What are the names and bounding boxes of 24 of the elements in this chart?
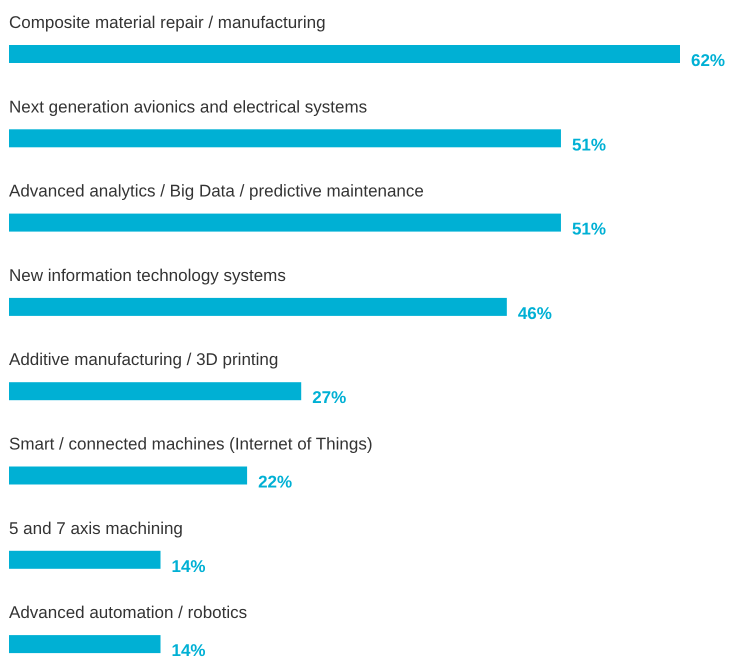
bar (9, 214, 561, 232)
data-label: 46% (518, 304, 552, 323)
y-tick-label: Smart / connected machines (Internet of Things) (9, 434, 372, 454)
data-label: 62% (691, 51, 726, 70)
y-tick-label: Composite material repair / manufacturing (9, 13, 326, 32)
data-label: 51% (572, 135, 606, 154)
data-label: 51% (572, 220, 606, 239)
bar (9, 129, 561, 148)
data-label: 14% (172, 556, 206, 576)
y-tick-label: Advanced analytics / Big Data / predictive maintenance (9, 182, 424, 201)
y-tick-label: 5 and 7 axis machining (9, 518, 183, 538)
bar (9, 382, 302, 400)
y-tick-label: Advanced automation / robotics (9, 603, 248, 622)
y-tick-label: Additive manufacturing / 3D printing (9, 350, 278, 370)
bar (9, 550, 161, 569)
bar (9, 635, 161, 654)
data-label: 22% (258, 472, 292, 492)
data-label: 14% (172, 641, 206, 660)
data-label: 27% (312, 388, 346, 408)
bar (9, 298, 507, 316)
y-tick-label: Next generation avionics and electrical systems (9, 97, 368, 116)
y-tick-label: New information technology systems (9, 266, 286, 285)
bar (9, 466, 248, 484)
bar (9, 45, 680, 63)
